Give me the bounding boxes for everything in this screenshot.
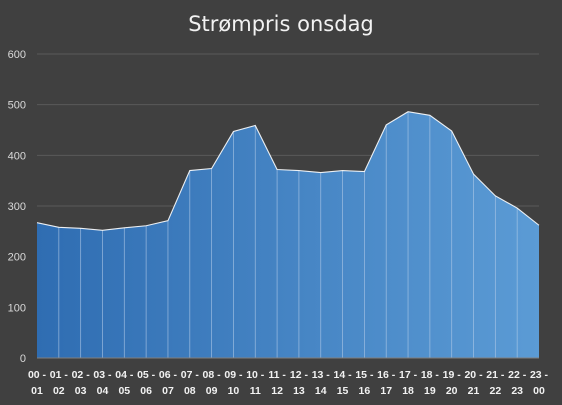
x-tick-label-bottom-21: 22 [490,385,502,397]
x-tick-label-4: 04 - 05 [115,369,134,397]
x-tick-label-bottom-20: 21 [468,385,480,397]
x-tick-label-top-15: 15 - [355,369,374,381]
x-tick-label-bottom-0: 01 [31,385,43,397]
y-tick-label-2: 200 [8,252,26,264]
x-tick-label-top-22: 22 - [508,369,527,381]
x-tick-label-13: 13 - 14 [312,369,331,397]
y-tick-label-6: 600 [8,49,26,61]
x-tick-label-top-3: 03 - [93,369,112,381]
x-tick-label-top-10: 10 - [246,369,265,381]
x-tick-label-bottom-23: 00 [533,385,545,397]
y-tick-label-5: 500 [8,100,26,112]
plot-area [36,111,540,359]
x-tick-label-2: 02 - 03 [72,369,91,397]
x-tick-label-top-8: 08 - [203,369,222,381]
y-axis: 0 100 200 300 400 500 600 [8,49,26,365]
x-tick-label-bottom-2: 03 [75,385,87,397]
x-tick-label-8: 08 - 09 [203,369,222,397]
x-tick-label-17: 17 - 18 [399,369,418,397]
x-tick-label-19: 19 - 20 [443,369,462,397]
x-tick-label-bottom-7: 08 [184,385,196,397]
x-tick-label-bottom-12: 13 [293,385,305,397]
x-tick-label-bottom-5: 06 [140,385,152,397]
x-tick-label-10: 10 - 11 [246,369,265,397]
series-line [36,111,540,231]
x-tick-label-18: 18 - 19 [421,369,440,397]
x-tick-label-bottom-9: 10 [228,385,240,397]
x-tick-label-top-9: 09 - [224,369,243,381]
x-tick-label-top-20: 20 - [464,369,483,381]
x-tick-label-bottom-14: 15 [337,385,349,397]
x-tick-label-bottom-4: 05 [118,385,130,397]
x-tick-label-bottom-16: 17 [380,385,392,397]
x-tick-label-bottom-17: 18 [402,385,414,397]
y-tick-label-3: 300 [8,201,26,213]
x-tick-label-top-0: 00 - [28,369,47,381]
y-tick-label-0: 0 [20,353,26,365]
x-tick-label-bottom-18: 19 [424,385,436,397]
x-tick-label-12: 12 - 13 [290,369,309,397]
x-tick-label-20: 20 - 21 [464,369,483,397]
x-tick-label-top-21: 21 - [486,369,505,381]
x-tick-label-bottom-10: 11 [250,385,261,397]
x-tick-label-11: 11 - 12 [268,369,286,397]
x-tick-label-top-1: 01 - [50,369,69,381]
y-tick-label-4: 400 [8,150,26,162]
x-tick-label-top-12: 12 - [290,369,309,381]
x-tick-label-top-14: 14 - [334,369,353,381]
x-tick-label-top-13: 13 - [312,369,331,381]
x-tick-label-top-16: 16 - [377,369,396,381]
x-tick-label-bottom-19: 20 [446,385,458,397]
x-tick-label-top-4: 04 - [115,369,134,381]
x-tick-label-top-11: 11 - [268,369,286,381]
x-tick-label-21: 21 - 22 [486,369,505,397]
x-tick-label-3: 03 - 04 [93,369,112,397]
x-tick-label-top-5: 05 - [137,369,156,381]
x-tick-label-top-2: 02 - [72,369,91,381]
area-fill [37,111,539,358]
x-tick-label-bottom-1: 02 [53,385,65,397]
x-tick-label-top-7: 07 - [181,369,200,381]
chart-title: Strømpris onsdag [188,12,374,36]
x-tick-label-23: 23 - 00 [530,369,549,397]
x-tick-label-5: 05 - 06 [137,369,156,397]
x-tick-label-bottom-11: 12 [271,385,283,397]
x-tick-label-bottom-6: 07 [162,385,174,397]
x-tick-label-6: 06 - 07 [159,369,178,397]
x-axis: 00 - 01 01 - 02 02 - 03 03 - 04 04 - 05 05 - 06 06 -… [28,369,549,397]
x-tick-label-top-17: 17 - [399,369,418,381]
x-tick-label-bottom-13: 14 [315,385,327,397]
x-tick-label-bottom-15: 16 [359,385,371,397]
x-tick-label-bottom-22: 23 [511,385,523,397]
x-tick-label-1: 01 - 02 [50,369,69,397]
x-tick-label-top-19: 19 - [443,369,462,381]
x-tick-label-16: 16 - 17 [377,369,396,397]
x-tick-label-15: 15 - 16 [355,369,374,397]
x-tick-label-22: 22 - 23 [508,369,527,397]
x-tick-label-bottom-3: 04 [97,385,109,397]
x-tick-label-top-6: 06 - [159,369,178,381]
x-tick-label-top-18: 18 - [421,369,440,381]
x-tick-label-top-23: 23 - [530,369,549,381]
x-tick-label-14: 14 - 15 [334,369,353,397]
x-tick-label-0: 00 - 01 [28,369,47,397]
x-tick-label-7: 07 - 08 [181,369,200,397]
x-tick-label-bottom-8: 09 [206,385,218,397]
y-tick-label-1: 100 [8,302,26,314]
x-tick-label-9: 09 - 10 [224,369,243,397]
